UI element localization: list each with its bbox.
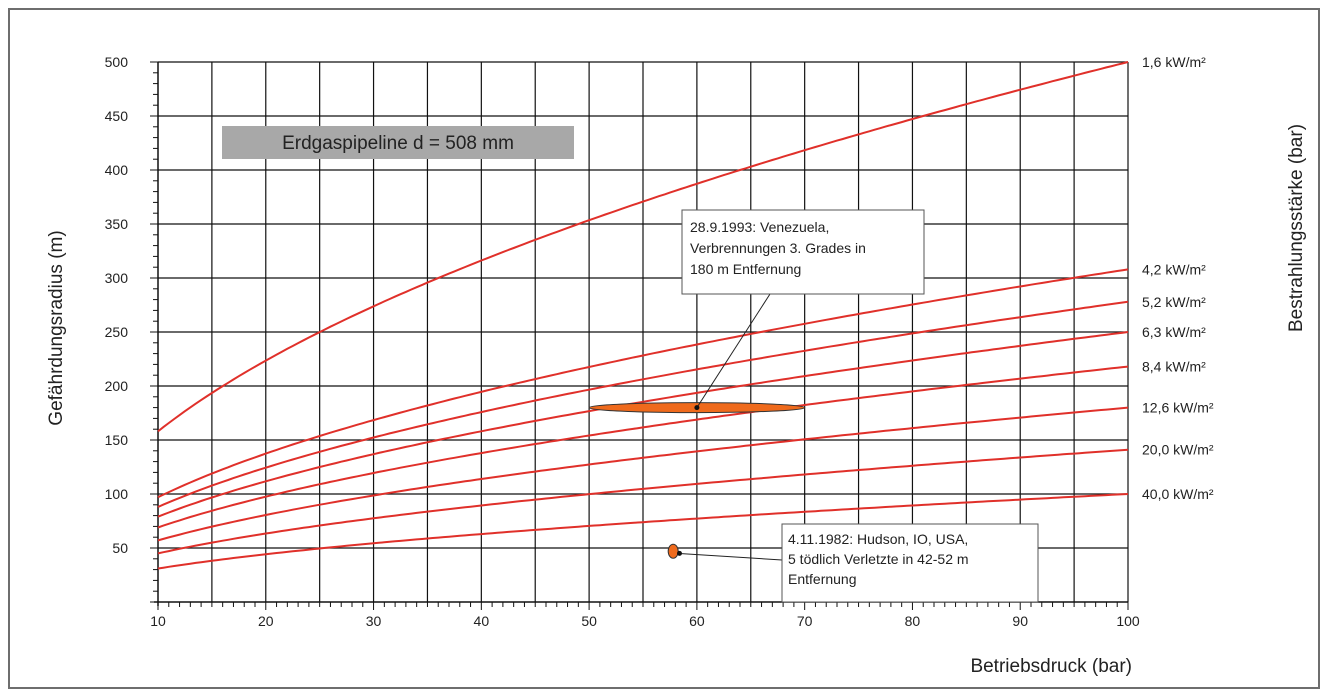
series-label: 6,3 kW/m² <box>1142 324 1206 340</box>
y-tick-label: 150 <box>105 432 129 448</box>
x-axis-title: Betriebsdruck (bar) <box>970 656 1132 677</box>
title-box <box>222 126 574 159</box>
y-tick-label: 400 <box>105 162 129 178</box>
annotation-marker-hudson <box>667 543 679 559</box>
y-tick-label: 50 <box>112 540 128 556</box>
series-label: 1,6 kW/m² <box>1142 54 1206 70</box>
series-line <box>157 493 1129 570</box>
y-tick-label: 350 <box>105 216 129 232</box>
annotation-text-hudson: Entfernung <box>788 571 857 587</box>
x-tick-label: 50 <box>581 613 597 629</box>
curves <box>157 61 1129 570</box>
x-tick-label: 40 <box>474 613 490 629</box>
series-line <box>157 406 1129 542</box>
y-tick-label: 300 <box>105 270 129 286</box>
x-tick-label: 70 <box>797 613 813 629</box>
series-label: 40,0 kW/m² <box>1142 486 1214 502</box>
annotation-text-venezuela: 180 m Entfernung <box>690 261 801 277</box>
y-tick-label: 100 <box>105 486 129 502</box>
series-line <box>157 331 1129 518</box>
x-tick-label: 30 <box>366 613 382 629</box>
series-label: 4,2 kW/m² <box>1142 261 1206 277</box>
annotation-text-hudson: 5 tödlich Verletzte in 42-52 m <box>788 551 969 567</box>
series-label: 12,6 kW/m² <box>1142 400 1214 416</box>
x-tick-label: 60 <box>689 613 705 629</box>
series-line <box>157 365 1129 529</box>
y-tick-label: 200 <box>105 378 129 394</box>
series-label: 5,2 kW/m² <box>1142 294 1206 310</box>
annotation-text-hudson: 4.11.1982: Hudson, IO, USA, <box>788 531 968 547</box>
annotation-point-venezuela <box>694 405 700 411</box>
y-tick-label: 450 <box>105 108 129 124</box>
series-line <box>157 268 1129 499</box>
annotation-leader-venezuela <box>696 293 771 408</box>
annotation-point-hudson <box>676 550 682 556</box>
annotation-text-venezuela: 28.9.1993: Venezuela, <box>690 219 829 235</box>
annotation-box-venezuela <box>681 209 925 295</box>
x-tick-label: 20 <box>258 613 274 629</box>
x-tick-label: 90 <box>1012 613 1028 629</box>
y-tick-label: 500 <box>105 54 129 70</box>
series-line <box>157 300 1129 508</box>
labels: 10 20 30 40 50 60 70 80 90 100 50 100 150 200 250 300 35… <box>105 54 1214 629</box>
y-tick-label: 250 <box>105 324 129 340</box>
annotation-text-venezuela: Verbrennungen 3. Grades in <box>690 240 866 256</box>
y-axis-title: Gefährdungsradius (m) <box>46 230 67 425</box>
x-tick-label: 100 <box>1116 613 1140 629</box>
title-box-text: Erdgaspipeline d = 508 mm <box>282 133 514 154</box>
x-tick-label: 80 <box>905 613 921 629</box>
annotations: 28.9.1993: Venezuela, Verbrennungen 3. Gr… <box>588 209 1039 603</box>
y-axis-title-right: Bestrahlungsstärke (bar) <box>1286 124 1307 332</box>
x-tick-label: 10 <box>150 613 166 629</box>
series-label: 8,4 kW/m² <box>1142 359 1206 375</box>
annotation-leader-hudson <box>677 552 783 561</box>
series-line <box>157 448 1129 555</box>
series-line <box>157 61 1129 433</box>
annotation-box-hudson <box>781 523 1039 603</box>
series-label: 20,0 kW/m² <box>1142 442 1214 458</box>
